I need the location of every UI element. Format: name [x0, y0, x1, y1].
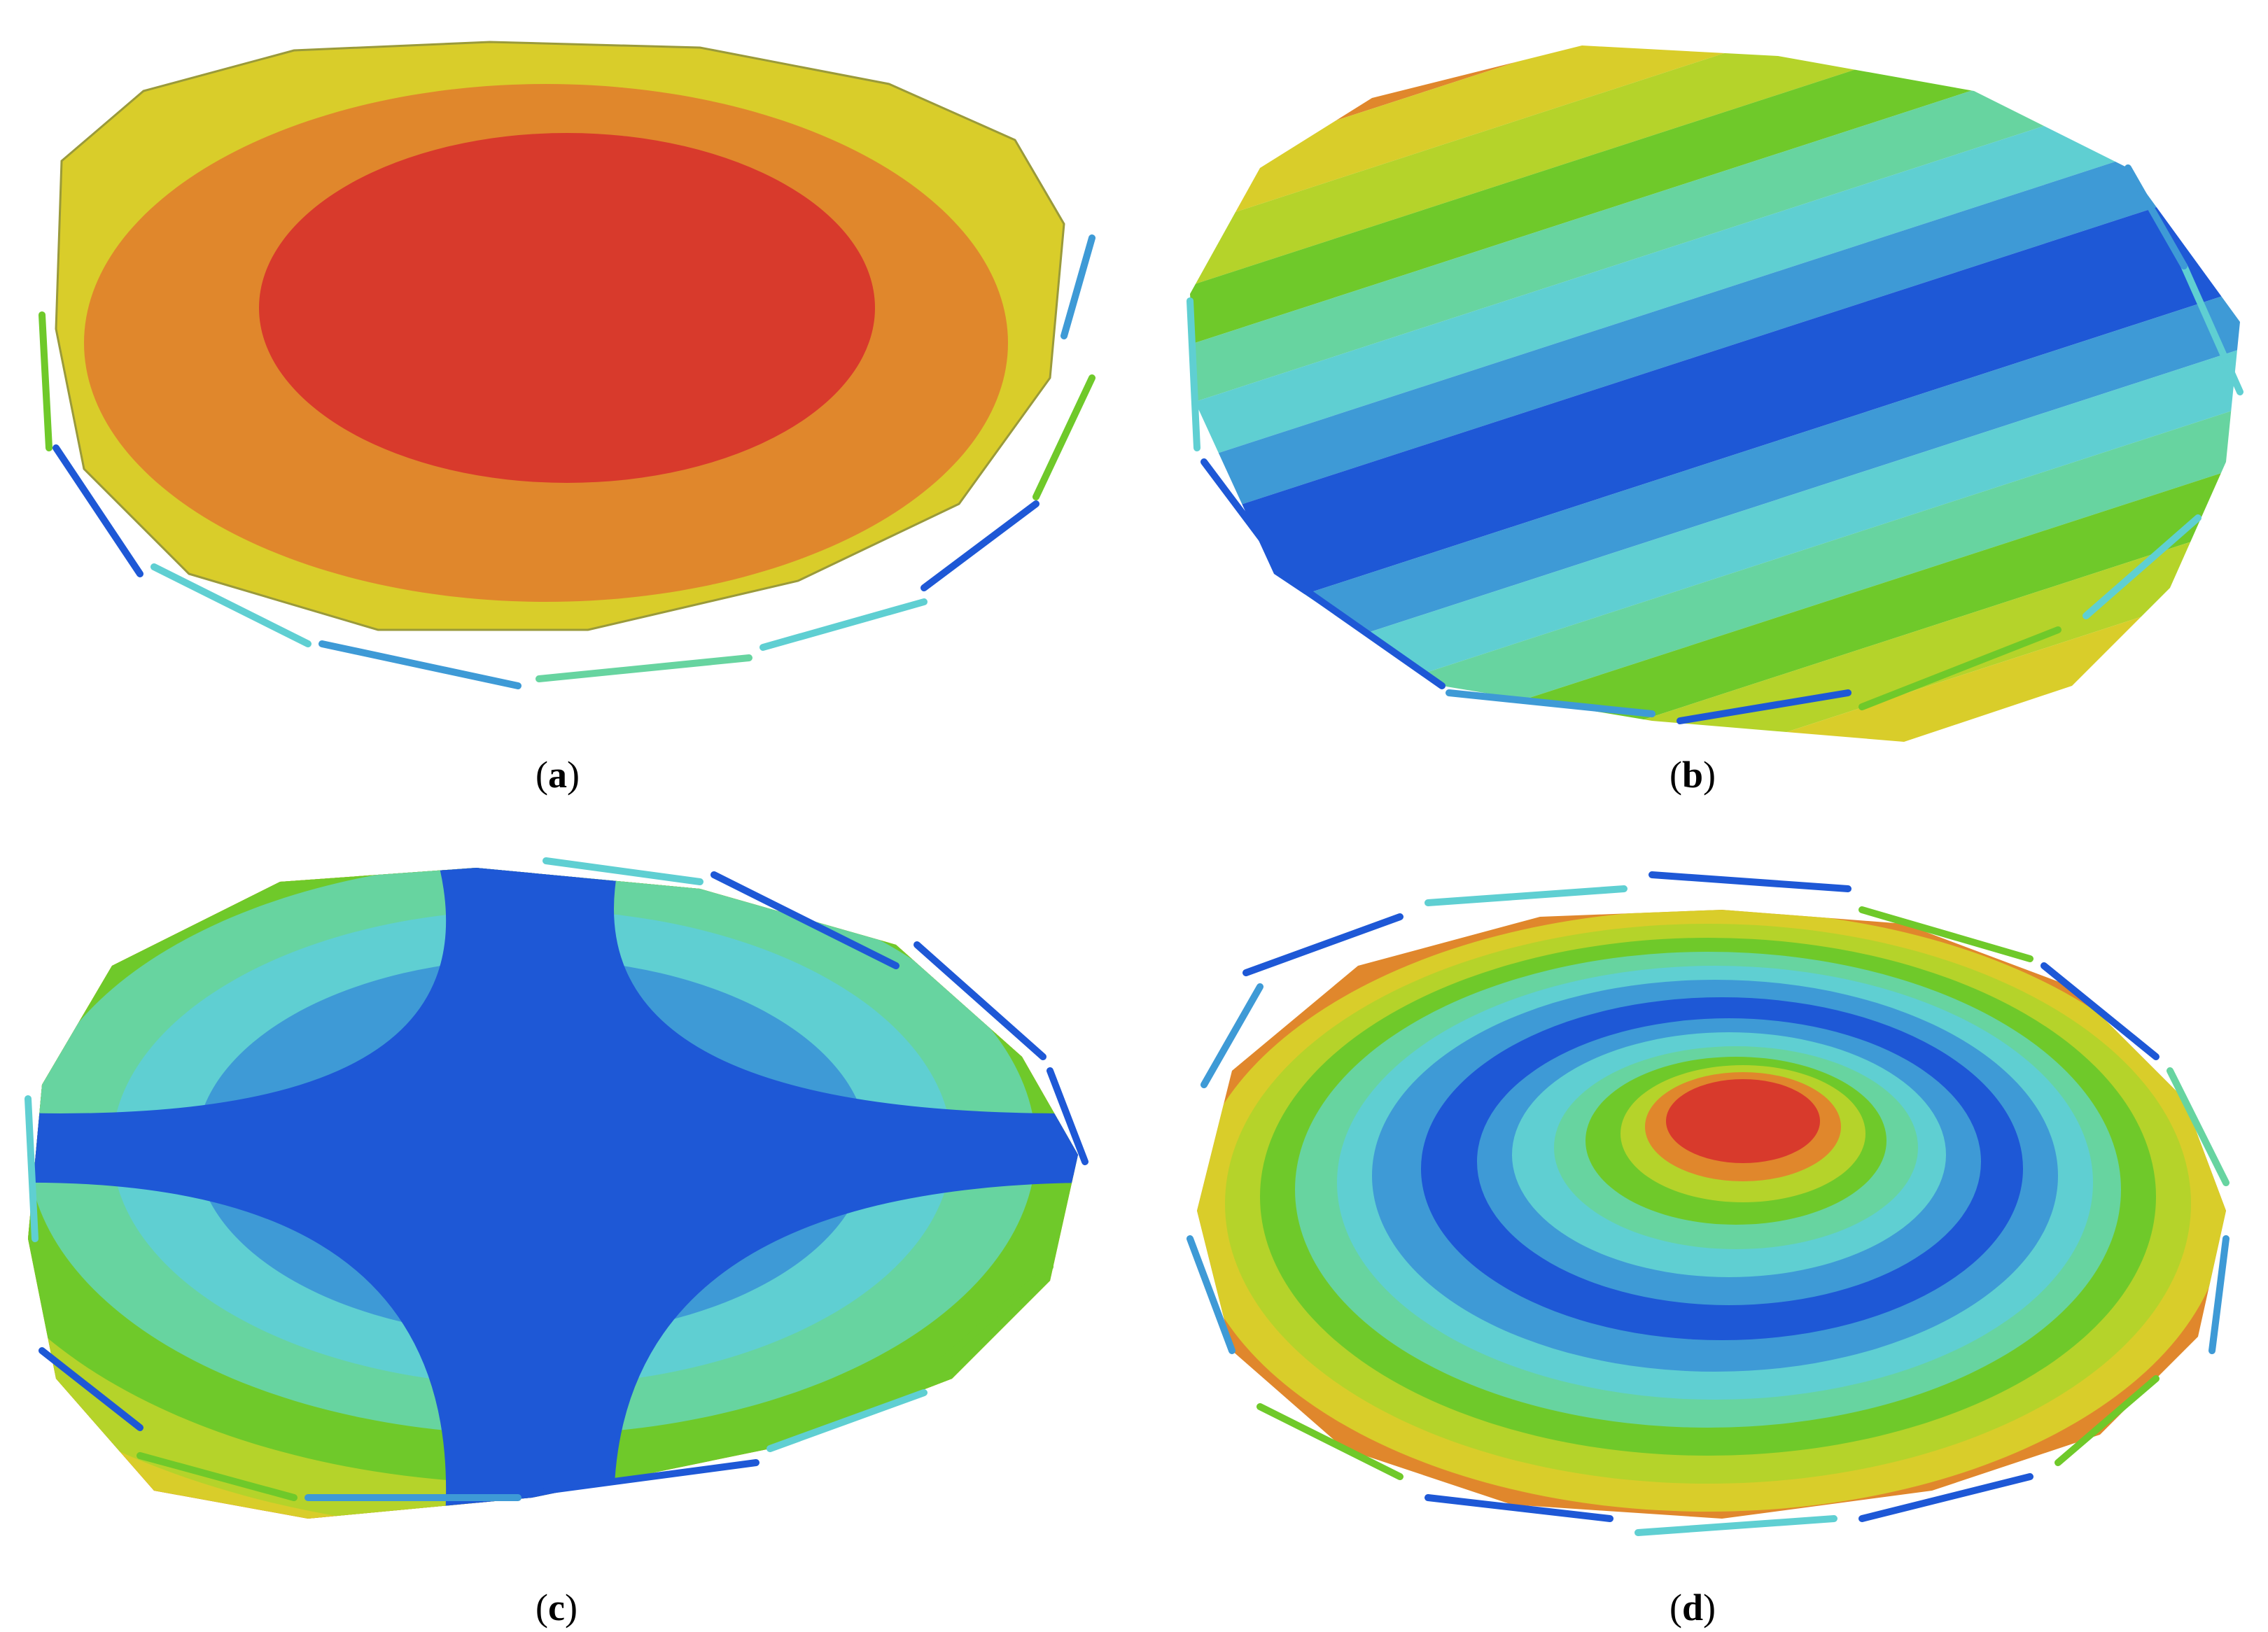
caption-paren-close: ) — [1703, 1587, 1716, 1629]
panel-c: (c) — [14, 847, 1120, 1626]
cables-a — [38, 234, 1096, 689]
caption-c: (c) — [536, 1589, 578, 1626]
disk-center-red-a — [259, 133, 875, 483]
caption-letter: d — [1681, 1587, 1704, 1629]
caption-paren-open: ( — [536, 1587, 548, 1629]
mode-shape-d — [1186, 871, 2230, 1536]
caption-paren-open: ( — [536, 754, 548, 796]
mode-shape-b — [1186, 45, 2244, 742]
caption-letter: b — [1681, 754, 1704, 796]
caption-b: (b) — [1670, 756, 1716, 794]
cables-c — [24, 857, 1088, 1501]
mode-shape-a — [38, 41, 1096, 689]
panel-d: (d) — [1148, 847, 2254, 1626]
disk-d — [1197, 910, 2226, 1519]
caption-paren-open: ( — [1670, 754, 1682, 796]
panel-b: (b) — [1148, 14, 2254, 794]
panel-a: (a) — [14, 14, 1120, 794]
mode-shape-c — [24, 857, 1088, 1519]
disk-b — [1190, 45, 2240, 742]
caption-letter: c — [547, 1587, 565, 1629]
caption-a: (a) — [536, 756, 580, 794]
caption-letter: a — [547, 754, 567, 796]
caption-d: (d) — [1670, 1589, 1716, 1626]
caption-paren-close: ) — [564, 1587, 578, 1629]
caption-paren-close: ) — [566, 754, 580, 796]
caption-paren-close: ) — [1703, 754, 1716, 796]
cables-d — [1186, 871, 2230, 1536]
caption-paren-open: ( — [1670, 1587, 1682, 1629]
cables-b — [1186, 164, 2244, 724]
